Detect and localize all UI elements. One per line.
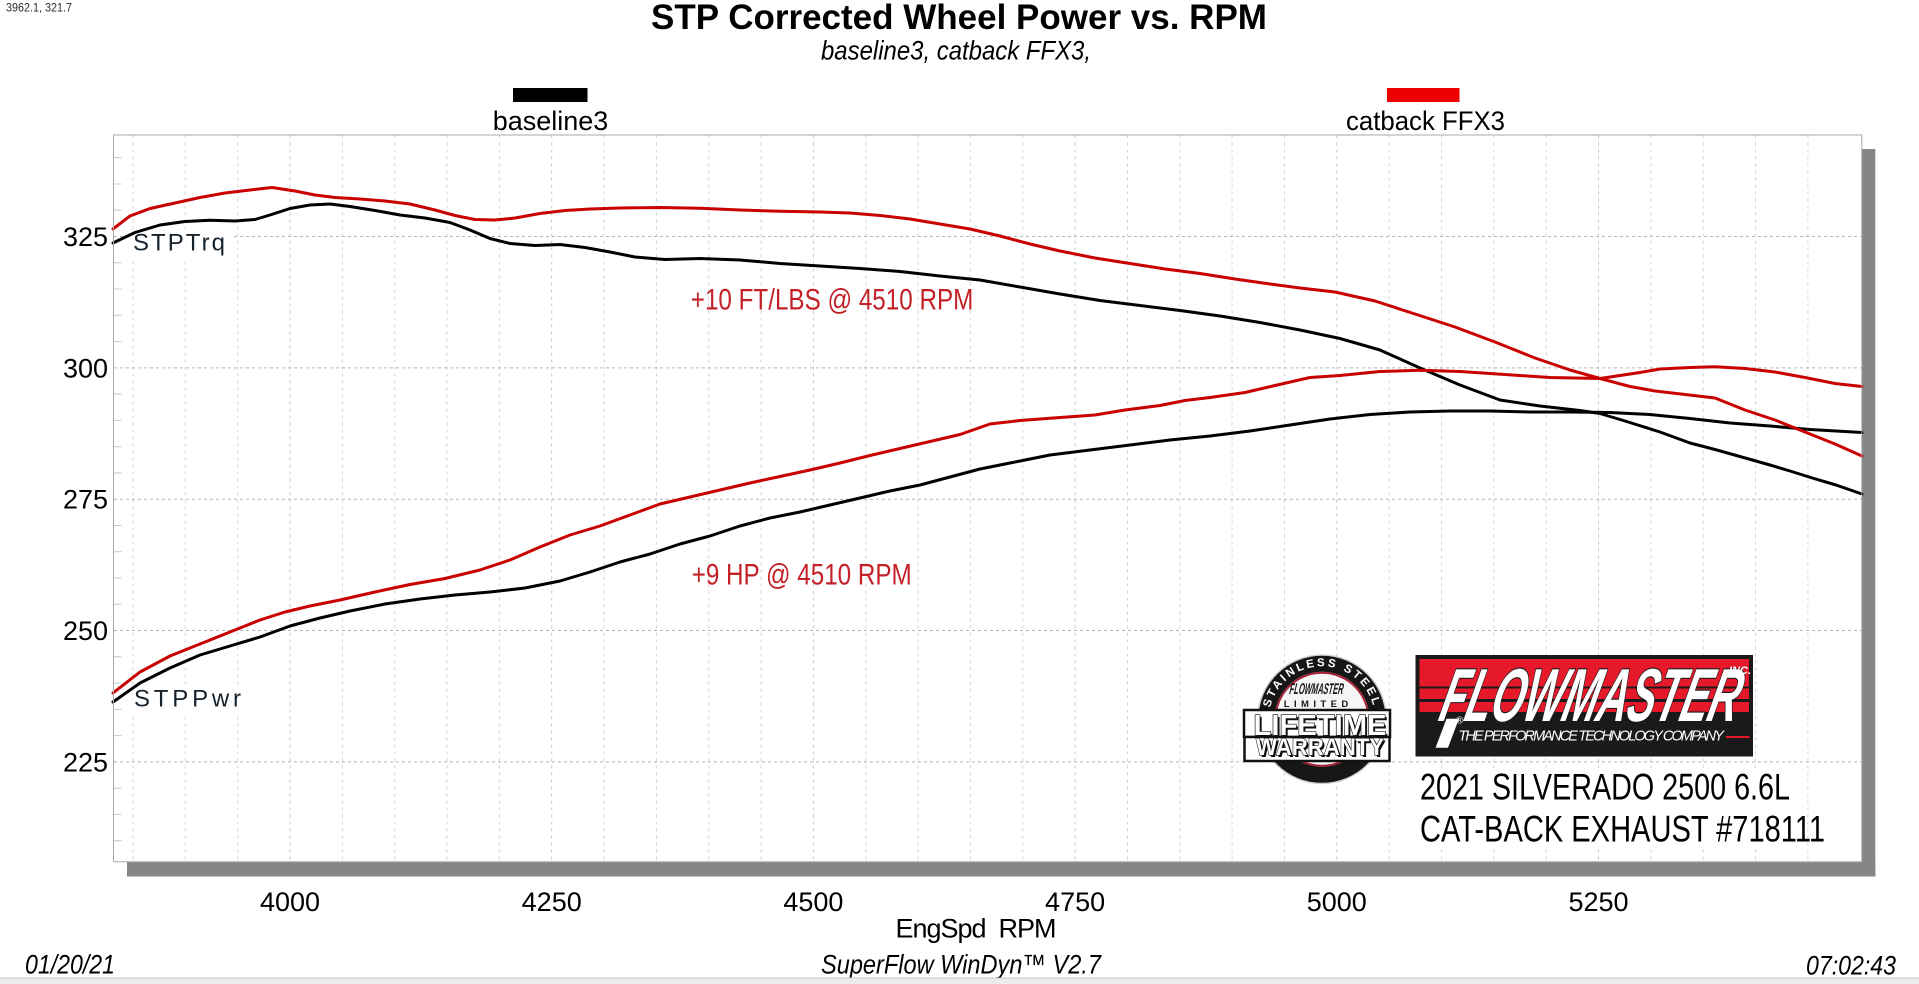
svg-text:®: ® [1456,716,1464,727]
svg-text:SuperFlow WinDyn™ V2.7: SuperFlow WinDyn™ V2.7 [821,950,1102,980]
svg-text:250: 250 [63,616,108,646]
svg-text:WARRANTY: WARRANTY [1258,736,1386,763]
svg-text:CAT-BACK EXHAUST #718111: CAT-BACK EXHAUST #718111 [1420,809,1825,850]
svg-text:225: 225 [63,747,108,777]
svg-text:2021 SILVERADO 2500 6.6L: 2021 SILVERADO 2500 6.6L [1420,767,1790,808]
svg-text:FLOWMASTER: FLOWMASTER [1433,653,1752,737]
svg-text:+9 HP @ 4510 RPM: +9 HP @ 4510 RPM [692,559,912,592]
svg-text:LIFETIME: LIFETIME [1254,710,1387,742]
svg-text:INC.: INC. [1729,665,1751,677]
svg-text:5000: 5000 [1307,887,1367,917]
svg-text:4750: 4750 [1045,887,1105,917]
svg-text:275: 275 [63,485,108,515]
svg-text:catback FFX3: catback FFX3 [1346,106,1505,136]
svg-text:4250: 4250 [522,887,582,917]
svg-text:EngSpd RPM: EngSpd RPM [896,914,1057,944]
svg-text:325: 325 [63,222,108,252]
svg-text:+10 FT/LBS @ 4510 RPM: +10 FT/LBS @ 4510 RPM [691,284,974,317]
svg-text:07:02:43: 07:02:43 [1806,951,1896,981]
svg-text:baseline3: baseline3 [493,106,609,136]
svg-text:STPTrq: STPTrq [133,230,225,257]
svg-text:STP Corrected Wheel Power vs.: STP Corrected Wheel Power vs. RPM [651,0,1267,37]
svg-text:4500: 4500 [783,887,843,917]
svg-text:3962.1, 321.7: 3962.1, 321.7 [6,1,72,15]
svg-text:300: 300 [63,353,108,383]
svg-text:baseline3, catback FFX3,: baseline3, catback FFX3, [821,36,1091,66]
svg-text:4000: 4000 [260,887,320,917]
svg-text:LIFETIME: LIFETIME [1256,712,1389,744]
svg-text:THE PERFORMANCE TECHNOLOGY COM: THE PERFORMANCE TECHNOLOGY COMPANY [1458,729,1725,745]
svg-text:5250: 5250 [1568,887,1628,917]
svg-text:01/20/21: 01/20/21 [25,950,115,980]
svg-text:WARRANTY: WARRANTY [1256,734,1384,761]
svg-text:FLOWMASTER: FLOWMASTER [1288,681,1345,698]
